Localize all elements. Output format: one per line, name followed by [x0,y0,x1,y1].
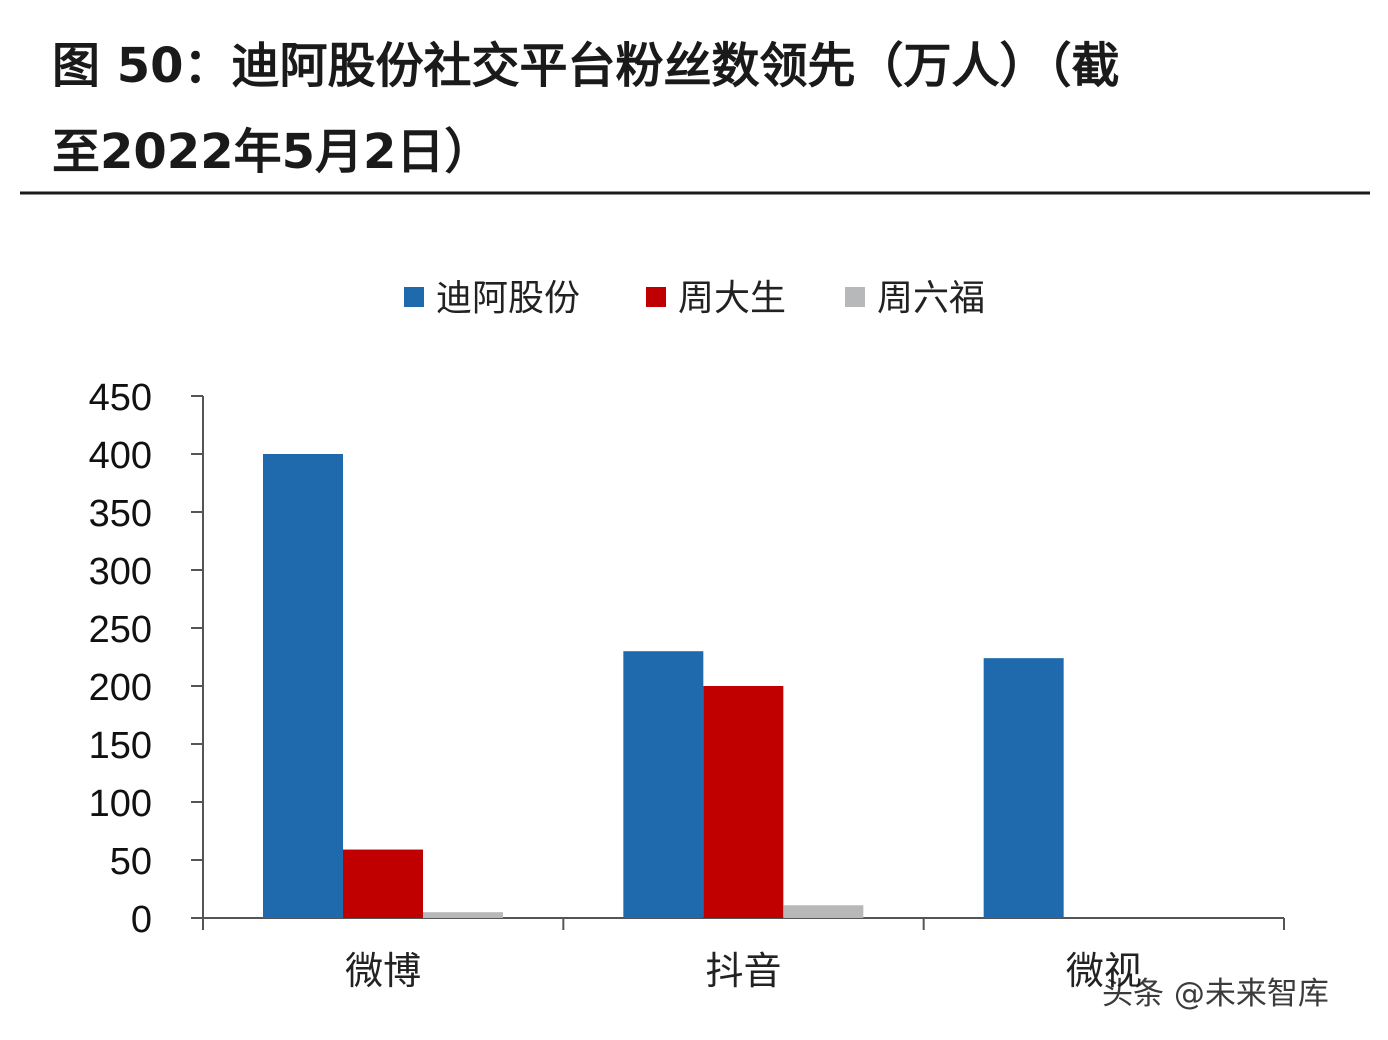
y-tick-label: 450 [89,377,152,419]
legend-label: 迪阿股份 [436,278,580,319]
legend-swatch [404,287,424,307]
y-axis: 0 50 100 150 200 250 300 350 400 450 [89,377,204,941]
bar-2-1 [343,849,423,918]
bar-series-group [263,454,1064,918]
y-tick-label: 350 [89,493,152,535]
y-tick-label: 100 [89,783,152,825]
y-tick-label: 300 [89,551,152,593]
y-tick-label: 50 [110,841,152,883]
x-category-label: 微博 [345,949,421,993]
y-tick-label: 200 [89,667,152,709]
legend-label: 周六福 [877,278,985,319]
figure-title-line1: 图 50：迪阿股份社交平台粉丝数领先（万人）（截 [52,38,1120,94]
x-category-label: 抖音 [705,949,781,993]
bar-1-3 [983,658,1064,918]
bar-1-1 [263,454,343,918]
legend-swatch [845,287,865,307]
bar-1-2 [623,651,704,918]
y-tick-label: 400 [89,435,152,477]
y-tick-label: 250 [89,609,152,651]
chart-legend: 迪阿股份 周大生 周六福 [404,278,985,319]
legend-swatch [646,287,666,307]
y-tick-label: 0 [131,899,152,941]
x-category-label: 微视 [1066,949,1142,993]
bar-3-1 [423,912,503,918]
y-tick-label: 150 [89,725,152,767]
bar-3-2 [783,905,864,918]
legend-label: 周大生 [678,278,786,319]
watermark-text: 头条 @未来智库 [1102,976,1329,1012]
figure-title-line2: 至2022年5月2日） [52,124,492,180]
bar-2-2 [703,686,784,918]
